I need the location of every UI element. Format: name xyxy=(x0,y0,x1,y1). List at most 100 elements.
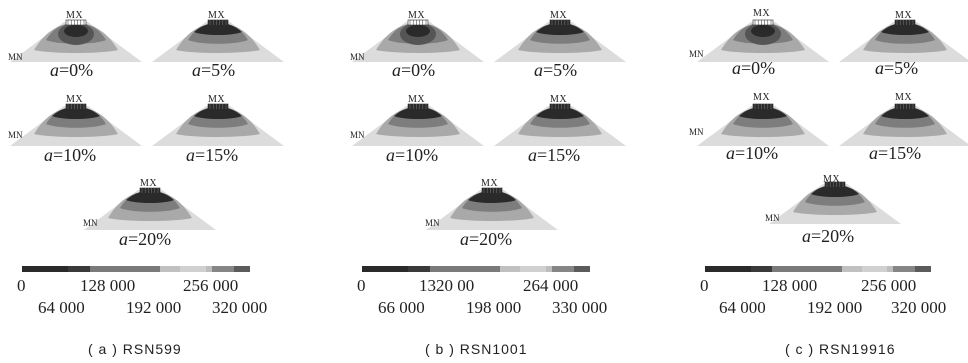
mx-label: MX xyxy=(208,10,226,21)
stress-core-dark xyxy=(126,191,174,203)
mn-label: MN xyxy=(83,218,98,228)
legend-tick-label: 0 xyxy=(17,276,26,295)
contour-plot-alpha-20 xyxy=(422,178,562,238)
legend-color-bar xyxy=(705,266,931,272)
mx-label: MX xyxy=(208,94,226,105)
legend-tick-label: 264 000 xyxy=(523,276,579,295)
panel-caption: ( c ) RSN19916 xyxy=(785,341,896,357)
alpha-label: a=10% xyxy=(726,143,779,163)
embankment-contour xyxy=(10,19,142,62)
mx-label: MX xyxy=(550,10,568,21)
stress-core-dark xyxy=(194,107,242,119)
panel-caption: ( a ) RSN599 xyxy=(88,341,182,357)
legend-color-segment xyxy=(520,266,546,272)
embankment-contour xyxy=(352,103,484,146)
stress-core-dark xyxy=(811,185,859,197)
legend-color-segment xyxy=(430,266,500,272)
contour-plot-alpha-5 xyxy=(490,10,630,70)
load-block xyxy=(549,19,571,26)
mn-label: MN xyxy=(350,52,365,62)
legend-tick-label: 0 xyxy=(700,276,709,295)
stress-core-dark xyxy=(751,25,775,37)
mn-label: MN xyxy=(689,49,704,59)
legend-tick-label: 66 000 xyxy=(378,298,425,317)
panel-caption: ( b ) RSN1001 xyxy=(425,341,528,357)
legend-color-segment xyxy=(362,266,408,272)
mx-label: MX xyxy=(408,94,426,105)
load-block xyxy=(407,19,429,26)
legend-color-bar xyxy=(22,266,250,272)
stress-core-dark xyxy=(52,107,100,119)
alpha-label: a=15% xyxy=(869,143,922,163)
legend-color-segment xyxy=(206,266,212,272)
legend-tick-label: 198 000 xyxy=(466,298,522,317)
panel-a: MX MX MX MX MX MN MN MN a=0% a=5% a=10% … xyxy=(0,0,320,363)
legend-tick-label: 320 000 xyxy=(212,298,268,317)
legend-tick-label: 192 000 xyxy=(807,298,863,317)
alpha-label: a=10% xyxy=(386,145,439,165)
legend-color-segment xyxy=(574,266,590,272)
legend-tick-label: 128 000 xyxy=(762,276,818,295)
legend-color-segment xyxy=(841,266,862,272)
legend-tick-label: 320 000 xyxy=(891,298,947,317)
alpha-label: a=5% xyxy=(192,60,236,80)
contour-plot-alpha-10 xyxy=(348,94,488,154)
embankment-contour xyxy=(84,187,216,230)
alpha-label: a=0% xyxy=(732,58,776,78)
mx-label: MX xyxy=(895,92,913,103)
mn-label: MN xyxy=(350,130,365,140)
embankment-contour xyxy=(152,19,284,62)
load-block xyxy=(481,187,503,194)
legend-color-segment xyxy=(705,266,751,272)
mn-label: MN xyxy=(8,52,23,62)
legend-tick-label: 64 000 xyxy=(719,298,766,317)
load-block xyxy=(139,187,161,194)
panel-c: MX MX MX MX MX MN MN MN a=0% a=5% a=10% … xyxy=(685,0,968,363)
legend-tick-label: 192 000 xyxy=(126,298,182,317)
load-block xyxy=(549,103,571,110)
legend-color-segment xyxy=(22,266,68,272)
contour-plot-alpha-0 xyxy=(6,10,146,70)
legend-color-segment xyxy=(234,266,250,272)
alpha-label: a=10% xyxy=(44,145,97,165)
alpha-label: a=20% xyxy=(802,226,855,246)
legend-color-segment xyxy=(160,266,180,272)
legend-color-segment xyxy=(180,266,206,272)
legend-color-segment xyxy=(552,266,574,272)
load-block xyxy=(894,19,916,26)
legend-tick-label: 64 000 xyxy=(38,298,85,317)
load-block xyxy=(752,19,774,26)
legend-color-segment xyxy=(90,266,160,272)
alpha-label: a=5% xyxy=(534,60,578,80)
legend-color-segment xyxy=(750,266,773,272)
stress-core-dark xyxy=(64,25,88,37)
legend-tick-label: 330 000 xyxy=(552,298,608,317)
load-block xyxy=(894,103,916,110)
contour-plot-alpha-5 xyxy=(835,10,968,70)
mn-label: MN xyxy=(425,218,440,228)
contour-plot-alpha-0 xyxy=(693,10,833,70)
legend-color-bar xyxy=(362,266,590,272)
legend-tick-label: 256 000 xyxy=(861,276,917,295)
alpha-label: a=0% xyxy=(50,60,94,80)
contour-plot-alpha-15 xyxy=(148,94,288,154)
stress-core-dark xyxy=(739,107,787,119)
contour-plot-alpha-15 xyxy=(835,94,968,154)
mx-label: MX xyxy=(481,178,499,189)
embankment-contour xyxy=(10,103,142,146)
mx-label: MX xyxy=(753,8,771,19)
embankment-contour xyxy=(352,19,484,62)
legend-color-segment xyxy=(408,266,430,272)
legend-color-segment xyxy=(546,266,552,272)
legend-color-segment xyxy=(500,266,520,272)
contour-plot-alpha-20 xyxy=(765,172,905,232)
load-block xyxy=(207,19,229,26)
alpha-label: a=0% xyxy=(392,60,436,80)
contour-plot-alpha-20 xyxy=(80,178,220,238)
embankment-contour xyxy=(494,19,626,62)
embankment-contour xyxy=(697,103,829,146)
contour-plot-alpha-15 xyxy=(490,94,630,154)
alpha-label: a=5% xyxy=(875,58,919,78)
embankment-contour xyxy=(697,19,829,62)
legend-color-segment xyxy=(887,266,894,272)
